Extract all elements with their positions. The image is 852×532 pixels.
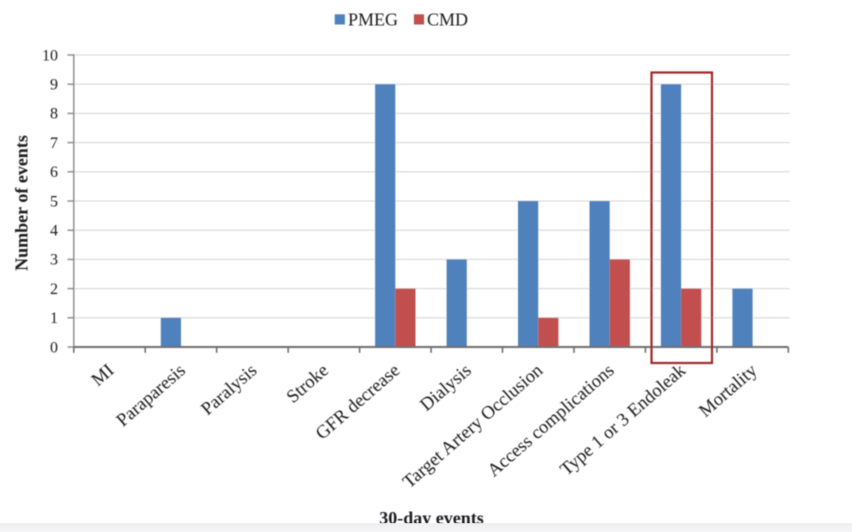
svg-text:4: 4 [50,223,58,240]
svg-text:CMD: CMD [427,10,468,30]
svg-text:PMEG: PMEG [348,10,398,30]
svg-text:Number of events: Number of events [12,135,32,271]
svg-text:5: 5 [50,193,58,210]
svg-text:6: 6 [50,164,58,181]
svg-text:7: 7 [50,135,58,152]
svg-text:0: 0 [50,339,58,356]
svg-text:10: 10 [42,47,58,64]
svg-text:9: 9 [50,77,58,94]
svg-text:8: 8 [50,106,58,123]
svg-text:3: 3 [50,252,58,269]
svg-text:2: 2 [50,281,58,298]
svg-text:30-day events: 30-day events [379,508,484,528]
svg-text:1: 1 [50,310,58,327]
